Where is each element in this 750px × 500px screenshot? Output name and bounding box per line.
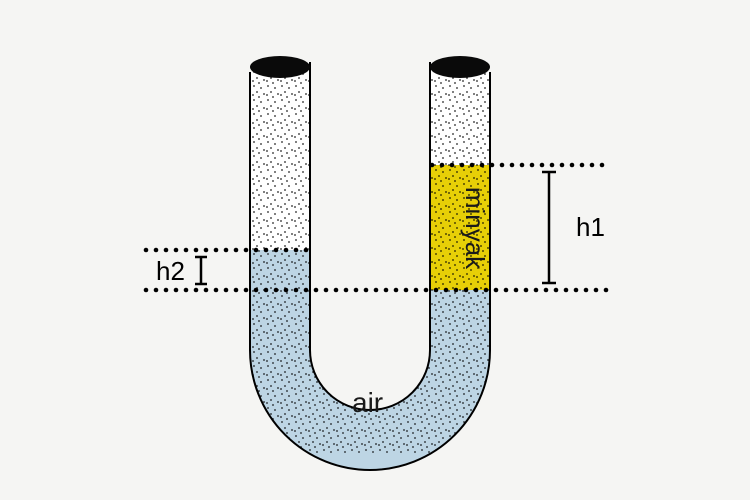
h2-label: h2	[156, 256, 185, 286]
left-opening	[250, 56, 310, 78]
water-label: air	[352, 387, 383, 418]
h1-label: h1	[576, 212, 605, 242]
oil-label: minyak	[460, 187, 490, 270]
right-opening	[430, 56, 490, 78]
